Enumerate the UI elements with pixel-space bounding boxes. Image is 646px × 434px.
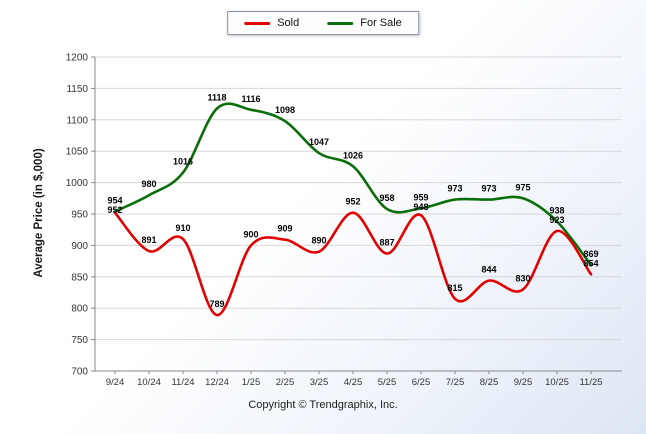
legend-label-for-sale: For Sale	[360, 17, 402, 29]
svg-text:1100: 1100	[66, 115, 88, 126]
svg-text:973: 973	[447, 184, 462, 194]
legend-item-for-sale: For Sale	[327, 17, 402, 29]
svg-text:952: 952	[345, 197, 360, 207]
svg-text:1118: 1118	[207, 93, 226, 103]
svg-text:5/25: 5/25	[378, 377, 397, 388]
svg-text:789: 789	[209, 299, 224, 309]
svg-text:12/24: 12/24	[205, 377, 229, 388]
svg-text:959: 959	[413, 192, 428, 202]
svg-text:700: 700	[71, 367, 88, 378]
sold-line-swatch	[244, 21, 271, 25]
svg-text:1026: 1026	[343, 150, 363, 160]
svg-text:10/25: 10/25	[545, 377, 569, 388]
svg-text:3/25: 3/25	[310, 377, 329, 388]
svg-text:854: 854	[583, 258, 598, 268]
svg-text:844: 844	[481, 265, 496, 275]
svg-text:958: 958	[379, 193, 394, 203]
svg-text:800: 800	[71, 304, 88, 315]
copyright-text: Copyright © Trendgraphix, Inc.	[248, 399, 398, 411]
svg-text:938: 938	[549, 206, 564, 216]
svg-text:900: 900	[71, 241, 88, 252]
svg-text:887: 887	[379, 238, 394, 248]
svg-text:11/24: 11/24	[171, 377, 194, 388]
svg-text:973: 973	[481, 184, 496, 194]
svg-text:1047: 1047	[309, 137, 329, 147]
svg-text:4/25: 4/25	[344, 377, 363, 388]
svg-text:1116: 1116	[241, 94, 260, 104]
svg-text:869: 869	[583, 249, 598, 259]
svg-text:11/25: 11/25	[579, 377, 602, 388]
svg-text:7/25: 7/25	[446, 377, 465, 388]
chart-legend: Sold For Sale	[227, 11, 419, 35]
svg-text:2/25: 2/25	[276, 377, 295, 388]
svg-text:10/24: 10/24	[137, 377, 161, 388]
svg-text:850: 850	[71, 272, 88, 283]
svg-text:9/24: 9/24	[106, 377, 125, 388]
svg-text:750: 750	[71, 335, 88, 346]
svg-text:1/25: 1/25	[242, 377, 261, 388]
svg-text:891: 891	[141, 235, 156, 245]
svg-text:1200: 1200	[66, 53, 89, 64]
svg-text:950: 950	[71, 210, 88, 221]
svg-text:900: 900	[243, 229, 258, 239]
svg-text:910: 910	[175, 223, 190, 233]
svg-text:952: 952	[107, 205, 122, 215]
svg-text:8/25: 8/25	[480, 377, 499, 388]
svg-text:1150: 1150	[66, 84, 88, 95]
svg-text:1098: 1098	[275, 105, 295, 115]
svg-text:923: 923	[549, 215, 564, 225]
svg-text:830: 830	[515, 273, 530, 283]
svg-text:954: 954	[107, 196, 122, 206]
svg-text:815: 815	[447, 283, 462, 293]
svg-text:1016: 1016	[173, 157, 193, 167]
svg-text:909: 909	[277, 224, 292, 234]
svg-text:9/25: 9/25	[514, 377, 533, 388]
svg-text:975: 975	[515, 182, 530, 192]
for-sale-line-swatch	[327, 21, 354, 25]
svg-text:1050: 1050	[66, 147, 89, 158]
svg-text:890: 890	[311, 236, 326, 246]
svg-text:1000: 1000	[66, 178, 89, 189]
legend-item-sold: Sold	[244, 17, 299, 29]
svg-text:980: 980	[141, 179, 156, 189]
legend-label-sold: Sold	[277, 17, 300, 29]
y-axis-title: Average Price (in $,000)	[33, 148, 45, 278]
svg-text:6/25: 6/25	[412, 377, 431, 388]
svg-text:948: 948	[413, 202, 428, 212]
